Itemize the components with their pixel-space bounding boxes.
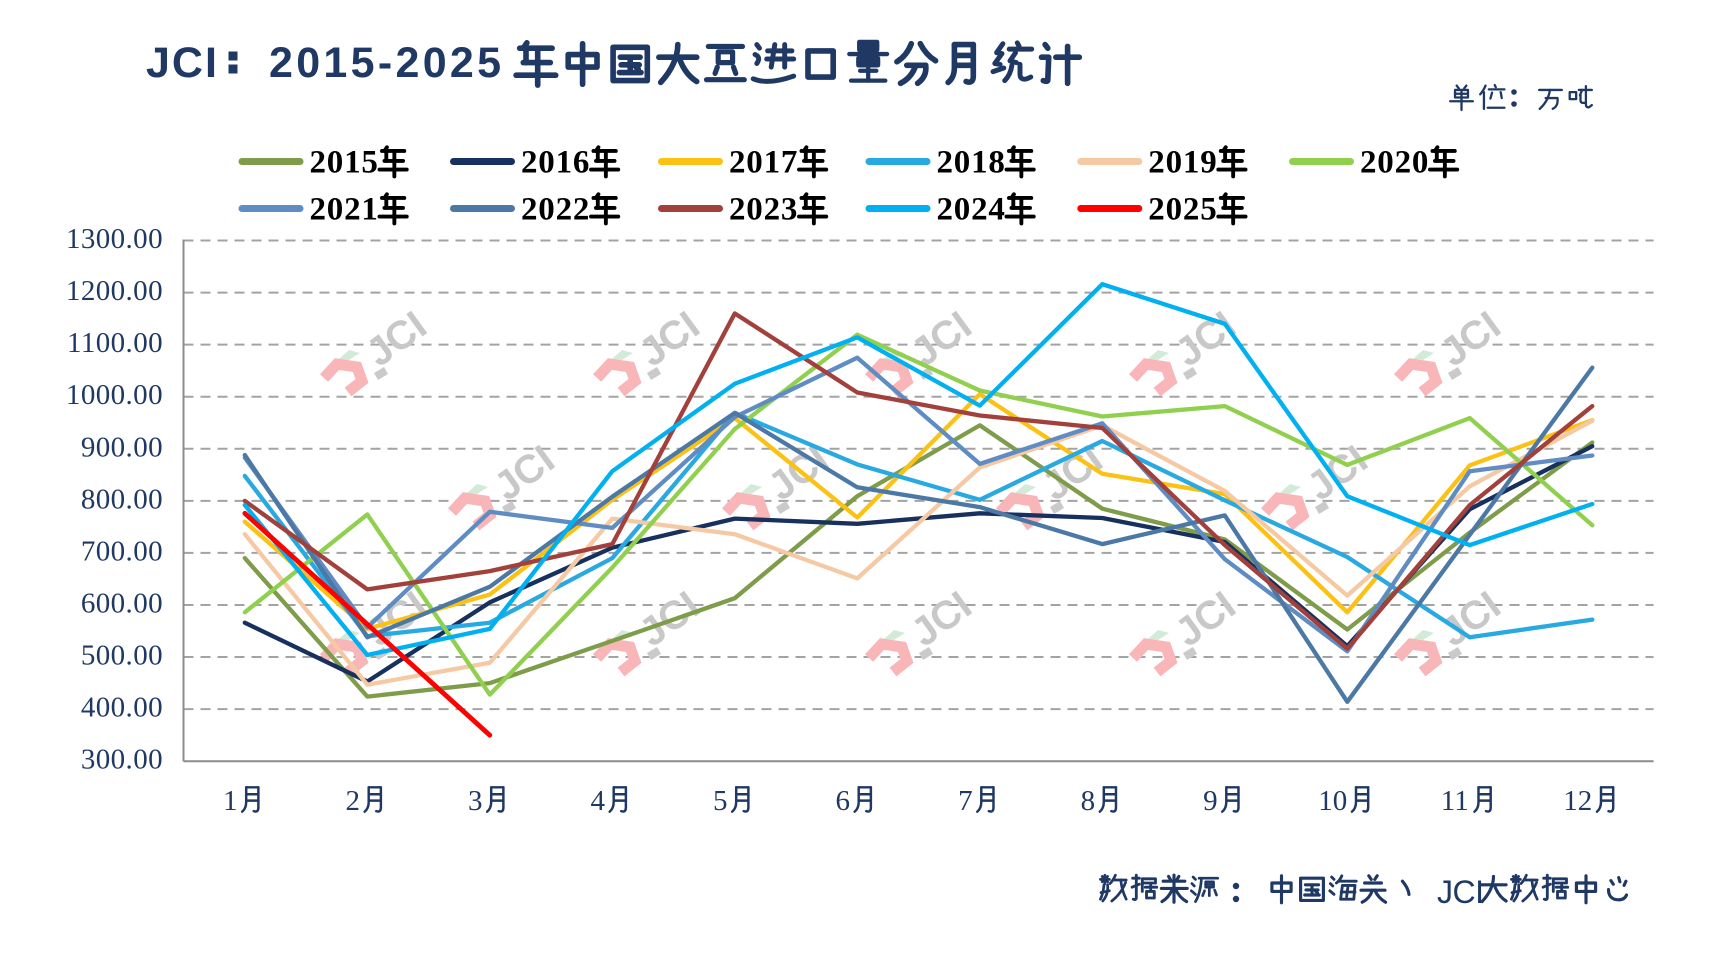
svg-text:2024: 2024	[937, 192, 1006, 228]
svg-text:JCI: JCI	[1437, 874, 1484, 910]
svg-text:11: 11	[1441, 785, 1469, 817]
svg-text:500.00: 500.00	[81, 640, 163, 672]
svg-text:700.00: 700.00	[81, 535, 163, 567]
svg-text:JCI: JCI	[146, 39, 219, 87]
svg-text:2023: 2023	[729, 192, 798, 228]
svg-text:6: 6	[836, 785, 851, 817]
svg-text:9: 9	[1203, 785, 1218, 817]
svg-text:5: 5	[713, 785, 728, 817]
svg-text:2019: 2019	[1148, 145, 1217, 181]
svg-text:4: 4	[591, 785, 606, 817]
svg-text:300.00: 300.00	[81, 744, 163, 776]
svg-text:2016: 2016	[521, 145, 590, 181]
svg-text:800.00: 800.00	[81, 483, 163, 515]
svg-text:3: 3	[468, 785, 483, 817]
svg-text:12: 12	[1563, 785, 1592, 817]
svg-text:7: 7	[958, 785, 973, 817]
svg-text:2020: 2020	[1360, 145, 1429, 181]
svg-text:1300.00: 1300.00	[66, 223, 163, 255]
svg-text:1000.00: 1000.00	[66, 379, 163, 411]
svg-text:2015-2025: 2015-2025	[269, 39, 504, 87]
svg-text:10: 10	[1318, 785, 1347, 817]
svg-text:2017: 2017	[729, 145, 798, 181]
svg-text:8: 8	[1081, 785, 1096, 817]
svg-text:900.00: 900.00	[81, 431, 163, 463]
svg-text:2025: 2025	[1148, 192, 1217, 228]
svg-text:400.00: 400.00	[81, 692, 163, 724]
svg-text:1100.00: 1100.00	[67, 327, 163, 359]
svg-text:2: 2	[346, 785, 361, 817]
svg-text:2018: 2018	[937, 145, 1006, 181]
svg-text:1: 1	[223, 785, 238, 817]
svg-text:2015: 2015	[310, 145, 379, 181]
svg-text:2021: 2021	[310, 192, 379, 228]
svg-text:600.00: 600.00	[81, 588, 163, 620]
svg-text:1200.00: 1200.00	[66, 275, 163, 307]
svg-text:2022: 2022	[521, 192, 590, 228]
